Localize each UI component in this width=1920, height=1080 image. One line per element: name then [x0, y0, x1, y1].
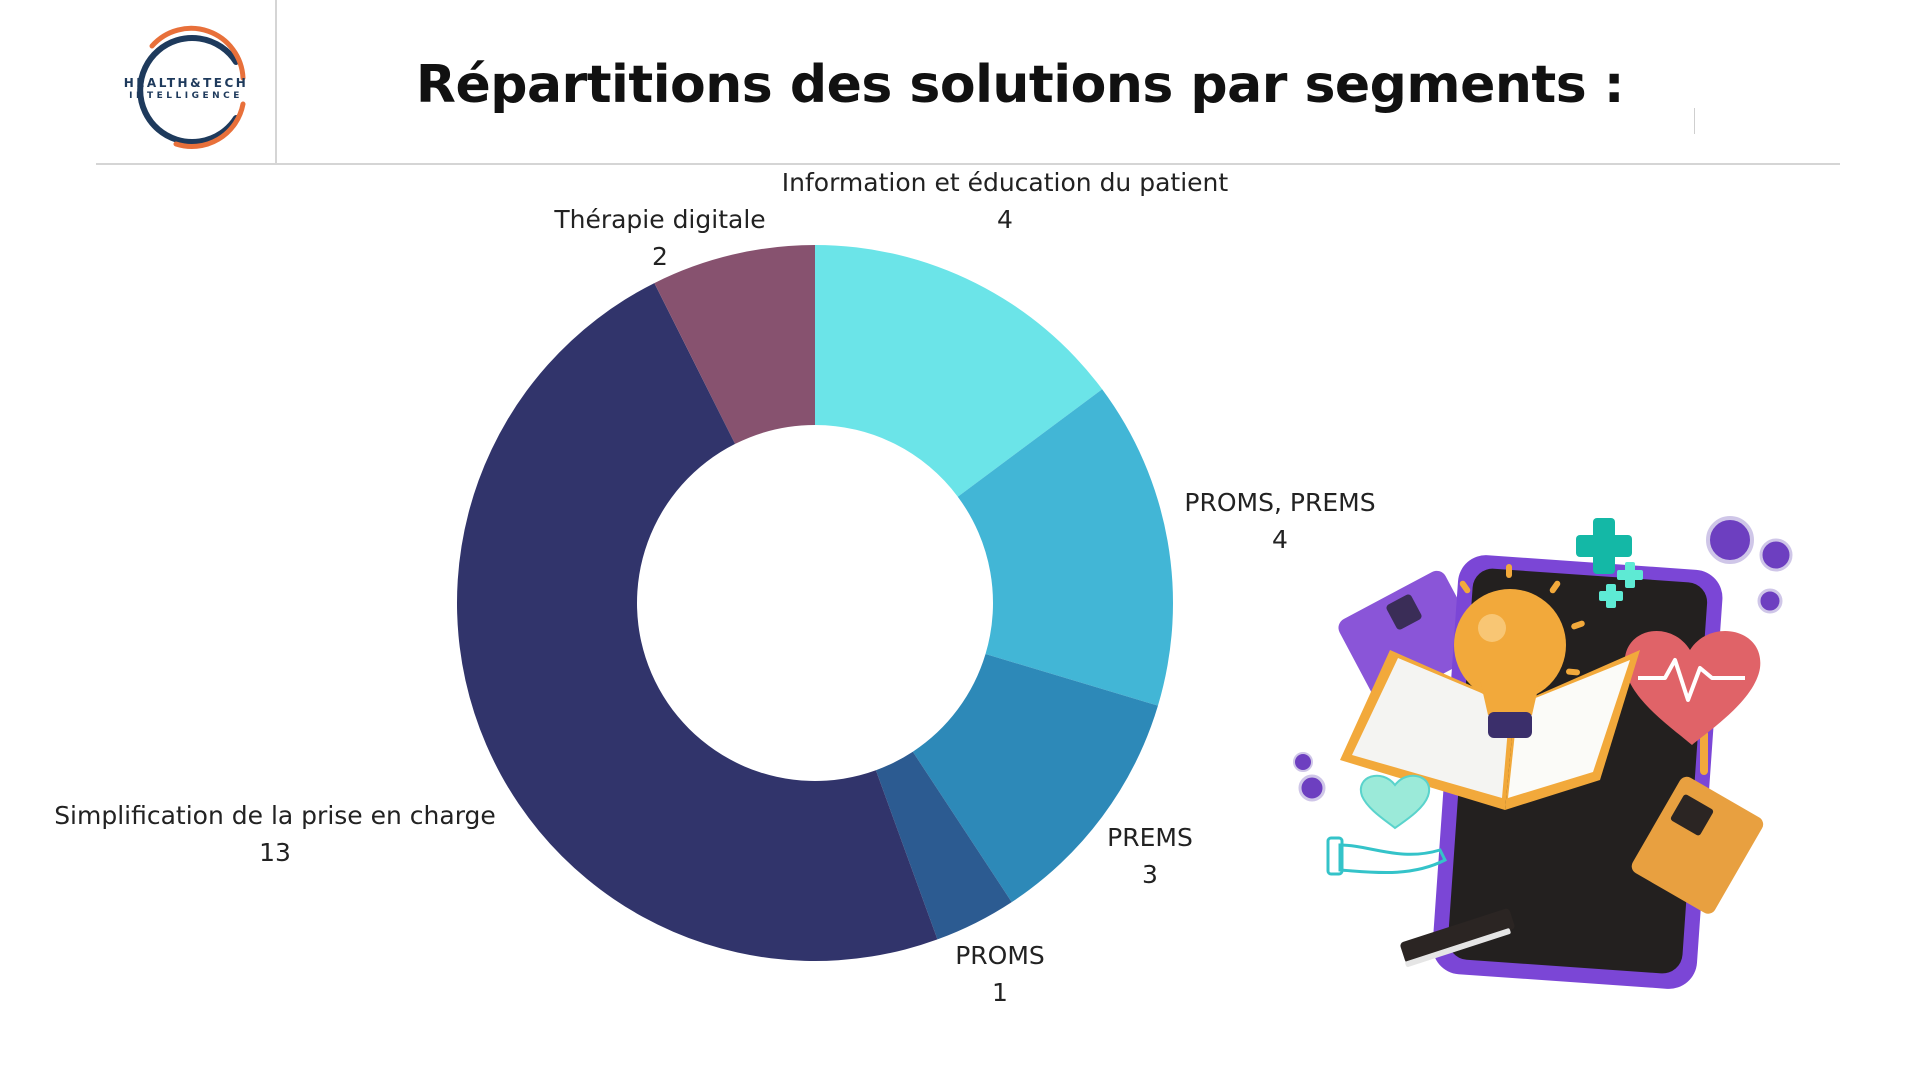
data-label-prems-name: PREMS	[1107, 823, 1193, 852]
header-tick-mark	[1694, 108, 1695, 134]
data-label-proms-value: 1	[992, 978, 1008, 1007]
data-label-prems: PREMS 3	[1080, 819, 1220, 893]
logo-text-line2: INTELLIGENCE	[129, 91, 243, 101]
header-horizontal-divider	[96, 163, 1840, 165]
data-label-proms-name: PROMS	[955, 941, 1045, 970]
dark-book-icon	[1400, 908, 1515, 968]
donut-slice-1	[957, 389, 1173, 706]
data-label-information-value: 4	[997, 205, 1013, 234]
donut-slice-2	[912, 654, 1158, 903]
data-label-therapie-name: Thérapie digitale	[554, 205, 766, 234]
data-label-information-name: Information et éducation du patient	[781, 168, 1229, 197]
open-book-icon	[1340, 650, 1640, 810]
orange-book-icon	[1631, 776, 1764, 914]
medical-book-icon	[1338, 570, 1482, 705]
data-label-simplification-name: Simplification de la prise en charge	[54, 801, 496, 830]
hand-heart-icon	[1326, 774, 1448, 876]
heart-pulse-icon	[1624, 630, 1761, 745]
data-label-proms-prems-name: PROMS, PREMS	[1184, 488, 1376, 517]
decorative-spheres	[1293, 516, 1793, 802]
health-tech-illustration	[1270, 500, 1810, 1000]
data-label-information: Information et éducation du patient 4	[780, 164, 1230, 238]
data-label-proms: PROMS 1	[930, 937, 1070, 1011]
company-logo: HEALTH&TECH INTELLIGENCE	[96, 18, 276, 163]
donut-slice-0	[815, 245, 1103, 497]
data-label-proms-prems-value: 4	[1272, 525, 1288, 554]
donut-slice-3	[875, 751, 1012, 940]
data-label-simplification-value: 13	[259, 838, 291, 867]
medical-cross-icon	[1576, 518, 1643, 608]
donut-slice-4	[457, 283, 938, 961]
lightbulb-icon	[1454, 564, 1585, 738]
logo-ring-icon	[137, 25, 246, 149]
data-label-therapie-value: 2	[652, 242, 668, 271]
donut-slice-5	[654, 245, 815, 444]
data-label-therapie: Thérapie digitale 2	[530, 201, 790, 275]
data-label-simplification: Simplification de la prise en charge 13	[40, 797, 510, 871]
header-vertical-divider	[275, 0, 277, 163]
data-label-prems-value: 3	[1142, 860, 1158, 889]
data-label-proms-prems: PROMS, PREMS 4	[1160, 484, 1400, 558]
logo-text-line1: HEALTH&TECH	[123, 76, 249, 90]
page-title: Répartitions des solutions par segments …	[415, 55, 1625, 115]
